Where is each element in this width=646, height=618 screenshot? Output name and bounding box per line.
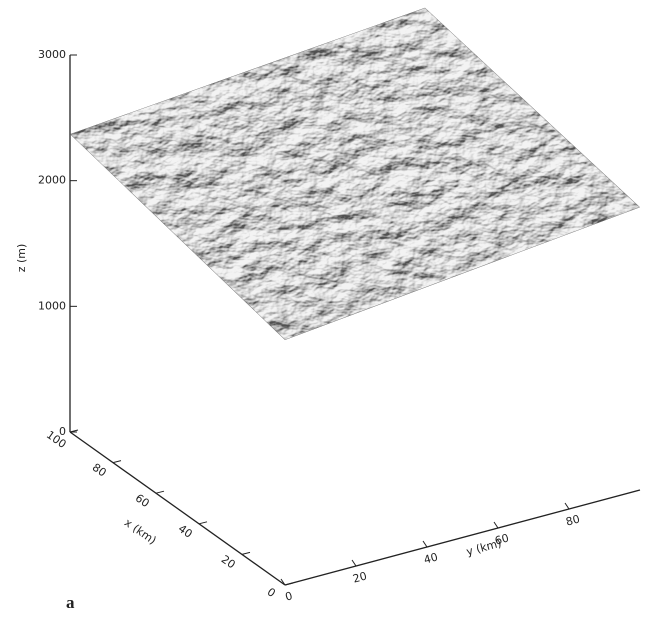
y-tick-label: 20 (351, 569, 368, 585)
x-tick-label: 80 (90, 461, 109, 480)
z-tick-label: 3000 (38, 48, 66, 61)
y-axis-title: y (km) (465, 537, 503, 559)
x-tick-label: 20 (219, 553, 238, 572)
x-tick (113, 461, 121, 463)
z-tick-label: 1000 (38, 299, 66, 312)
x-tick (242, 552, 250, 554)
surface (70, 8, 640, 340)
y-tick (352, 560, 356, 566)
x-tick-label: 0 (265, 585, 278, 600)
y-tick (423, 541, 427, 547)
y-tick (494, 522, 498, 528)
chart: a 0100020003000020406080100020406080z (m… (0, 0, 646, 618)
x-tick (199, 522, 207, 524)
z-tick-label: 2000 (38, 174, 66, 187)
x-tick-label: 60 (133, 491, 152, 510)
surface-texture (70, 8, 640, 340)
x-tick (156, 491, 164, 493)
x-axis (70, 432, 285, 585)
y-tick-label: 0 (284, 589, 294, 603)
x-tick-label: 40 (176, 522, 195, 541)
panel-label: a (66, 593, 75, 612)
y-tick (565, 503, 569, 509)
y-tick-label: 80 (564, 512, 581, 528)
y-tick-label: 40 (422, 550, 439, 566)
x-axis-title: x (km) (122, 516, 159, 547)
y-axis (285, 490, 640, 585)
z-axis-title: z (m) (15, 244, 28, 273)
